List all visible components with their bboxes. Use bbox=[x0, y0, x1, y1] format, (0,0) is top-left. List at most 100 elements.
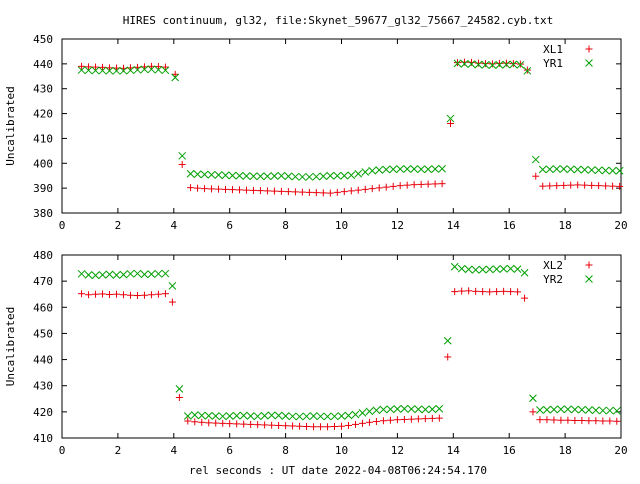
data-point bbox=[464, 265, 473, 274]
data-point bbox=[154, 63, 162, 71]
data-point bbox=[324, 423, 332, 431]
data-point bbox=[545, 165, 554, 174]
data-point bbox=[105, 66, 114, 75]
data-point bbox=[407, 405, 416, 413]
data-point bbox=[592, 417, 600, 425]
data-point bbox=[305, 188, 313, 196]
data-point bbox=[205, 419, 213, 427]
data-point bbox=[578, 405, 586, 414]
data-point bbox=[84, 271, 93, 279]
legend-label: XL1 bbox=[543, 43, 563, 56]
data-point bbox=[240, 420, 248, 428]
data-point bbox=[267, 411, 276, 420]
data-point bbox=[495, 59, 503, 67]
data-point bbox=[552, 165, 561, 173]
plot-frame bbox=[61, 38, 622, 214]
data-point bbox=[564, 416, 572, 424]
x-tick-label: 20 bbox=[614, 219, 627, 232]
y-axis-label: Uncalibrated bbox=[4, 86, 17, 165]
data-point bbox=[242, 186, 250, 194]
data-point bbox=[330, 412, 339, 421]
data-point bbox=[312, 172, 321, 181]
data-point bbox=[284, 188, 292, 196]
data-point bbox=[467, 60, 476, 68]
data-point bbox=[453, 59, 462, 68]
data-point bbox=[85, 63, 93, 71]
data-point bbox=[550, 405, 558, 414]
data-point bbox=[175, 393, 183, 401]
data-point bbox=[479, 288, 487, 296]
y-tick-label: 430 bbox=[33, 83, 53, 96]
data-point bbox=[602, 182, 610, 190]
data-point bbox=[147, 65, 156, 74]
data-point bbox=[105, 270, 114, 279]
data-point bbox=[354, 169, 363, 178]
data-point bbox=[133, 65, 142, 74]
x-tick-label: 0 bbox=[59, 219, 66, 232]
data-point bbox=[372, 406, 381, 415]
legend-marker bbox=[585, 275, 593, 283]
data-point bbox=[435, 404, 444, 413]
x-tick-label: 20 bbox=[614, 444, 627, 457]
data-point bbox=[326, 189, 334, 197]
data-point bbox=[270, 187, 278, 195]
data-point bbox=[284, 172, 293, 181]
data-point bbox=[197, 411, 206, 420]
data-point bbox=[382, 183, 390, 191]
data-point bbox=[457, 264, 466, 273]
data-point bbox=[186, 169, 195, 178]
data-point bbox=[178, 161, 186, 169]
data-point bbox=[585, 406, 593, 414]
data-point bbox=[450, 262, 459, 271]
data-point bbox=[523, 66, 532, 75]
data-point bbox=[421, 415, 429, 423]
data-point bbox=[84, 66, 93, 75]
data-point bbox=[305, 173, 314, 181]
data-point bbox=[507, 288, 515, 296]
data-point bbox=[557, 416, 565, 424]
data-point bbox=[557, 405, 565, 414]
data-point bbox=[126, 269, 135, 278]
x-tick-label: 2 bbox=[115, 444, 122, 457]
data-point bbox=[386, 405, 395, 414]
data-point bbox=[393, 405, 402, 413]
data-point bbox=[338, 422, 345, 430]
data-point bbox=[431, 180, 439, 188]
data-point bbox=[598, 406, 607, 415]
data-point bbox=[393, 416, 401, 424]
data-point bbox=[560, 181, 568, 189]
data-point bbox=[184, 417, 192, 425]
data-point bbox=[126, 291, 134, 299]
data-point bbox=[204, 411, 213, 420]
data-point bbox=[591, 406, 600, 415]
data-point bbox=[500, 287, 508, 295]
x-tick-label: 18 bbox=[558, 219, 571, 232]
data-point bbox=[344, 421, 352, 429]
data-point bbox=[421, 405, 430, 414]
data-point bbox=[161, 66, 170, 75]
data-point bbox=[531, 155, 540, 164]
data-point bbox=[435, 414, 443, 422]
data-point bbox=[382, 165, 391, 174]
legend-label: YR1 bbox=[543, 57, 563, 70]
data-point bbox=[543, 416, 551, 424]
data-point bbox=[85, 291, 93, 299]
data-point bbox=[410, 181, 418, 189]
data-point bbox=[481, 60, 490, 69]
data-point bbox=[201, 185, 209, 193]
data-point bbox=[467, 58, 475, 66]
x-tick-label: 14 bbox=[447, 444, 461, 457]
data-point bbox=[514, 288, 522, 296]
data-point bbox=[161, 63, 169, 71]
data-point bbox=[379, 417, 387, 425]
data-point bbox=[414, 405, 423, 414]
data-point bbox=[256, 172, 265, 181]
data-point bbox=[222, 185, 230, 193]
data-point bbox=[112, 271, 121, 279]
data-point bbox=[428, 414, 436, 422]
data-point bbox=[275, 421, 283, 429]
plot-panel-2: 0 2 4 6 8 10 12 14 16 18 20 410 420 430 440 450 460 470 48… bbox=[4, 249, 628, 457]
data-point bbox=[595, 182, 603, 190]
data-point bbox=[472, 287, 480, 295]
